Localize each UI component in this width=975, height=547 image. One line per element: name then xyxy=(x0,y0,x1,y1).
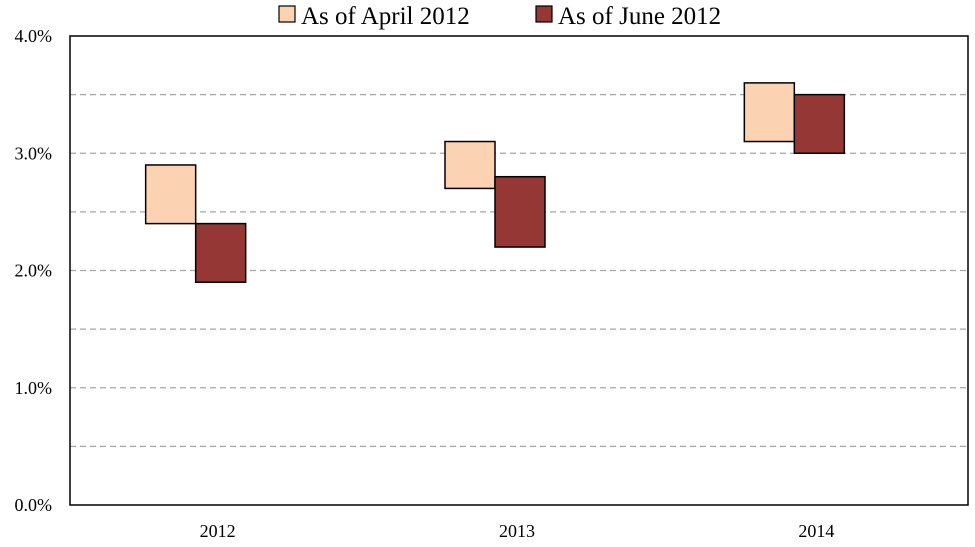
x-tick-label: 2012 xyxy=(200,521,236,541)
y-tick-label: 3.0% xyxy=(15,143,53,163)
bar-june-2014 xyxy=(793,93,846,154)
bars xyxy=(144,82,846,283)
x-tick-label: 2014 xyxy=(798,521,834,541)
y-tick-label: 0.0% xyxy=(15,495,53,515)
legend-swatch xyxy=(535,5,553,23)
bar-april-2012 xyxy=(144,164,197,225)
legend-label: As of June 2012 xyxy=(558,3,721,30)
bar-april-2013 xyxy=(444,140,496,190)
x-axis-tick-labels: 2012 2013 2014 xyxy=(200,521,835,541)
y-tick-label: 2.0% xyxy=(15,261,53,281)
bar-june-2012 xyxy=(194,222,247,283)
plot-area-frame xyxy=(69,35,969,506)
legend: As of April 2012 As of June 2012 xyxy=(278,3,721,30)
bar-april-2014 xyxy=(743,82,796,143)
legend-label: As of April 2012 xyxy=(301,3,470,30)
x-tick-label: 2013 xyxy=(499,521,535,541)
y-tick-label: 4.0% xyxy=(15,26,53,46)
y-axis-tick-labels: 0.0% 1.0% 2.0% 3.0% 4.0% xyxy=(15,26,53,515)
y-tick-label: 1.0% xyxy=(15,378,53,398)
bar-june-2013 xyxy=(494,175,546,248)
legend-swatch xyxy=(278,5,296,23)
